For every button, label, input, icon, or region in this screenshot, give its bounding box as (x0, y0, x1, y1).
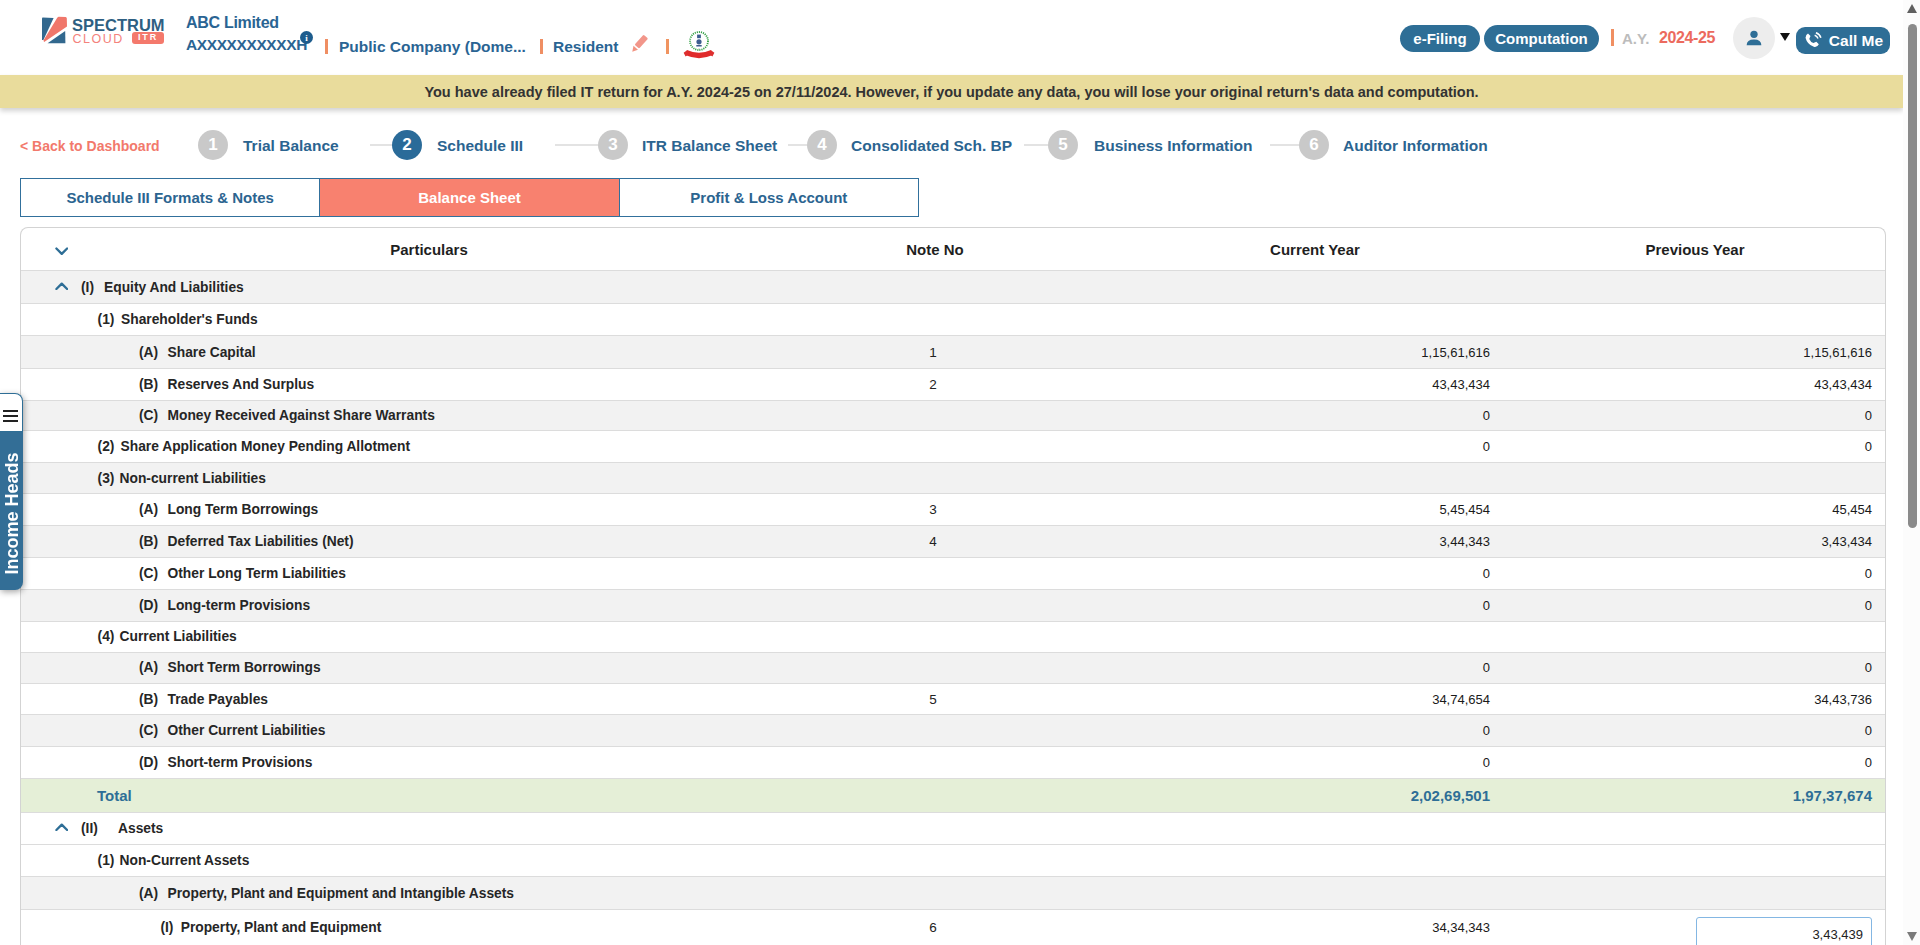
svg-text:x: x (698, 47, 700, 49)
